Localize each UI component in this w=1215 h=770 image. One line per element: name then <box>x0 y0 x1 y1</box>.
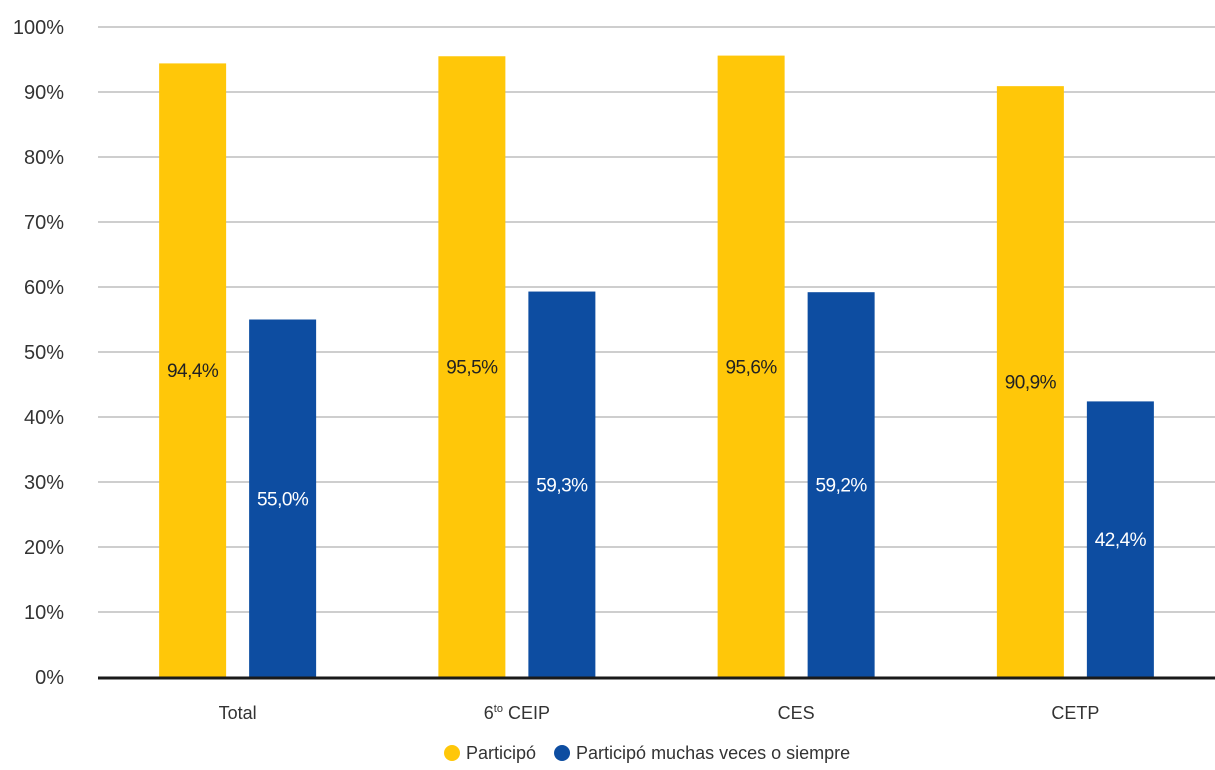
legend-marker <box>444 745 460 761</box>
data-label: 42,4% <box>1095 530 1147 551</box>
data-label: 59,2% <box>815 476 867 497</box>
bar-participo-muchas-veces <box>249 319 317 677</box>
data-label: 94,4% <box>167 361 219 382</box>
bar-participo <box>159 63 227 677</box>
data-label: 95,5% <box>446 358 498 379</box>
legend-label: Participó <box>466 743 536 763</box>
y-tick-label: 40% <box>24 407 64 429</box>
bar-participo <box>996 86 1064 677</box>
x-tick-label: 6to CEIP <box>484 703 550 723</box>
y-tick-label: 70% <box>24 212 64 234</box>
data-label: 55,0% <box>257 489 309 510</box>
x-tick-label: CES <box>778 703 815 723</box>
x-tick-label-main: CETP <box>1051 703 1099 723</box>
bar-participo <box>438 56 506 677</box>
legend-marker <box>554 745 571 761</box>
legend: Participó Participó muchas veces o siempr… <box>444 743 850 763</box>
data-label: 59,3% <box>536 475 588 496</box>
y-tick-label: 50% <box>24 342 64 364</box>
y-tick-label: 80% <box>24 147 64 169</box>
y-axis-tick-labels: 0% 10% 20% 30% 40% 50% 60% 70% 80% 90% 100% <box>13 17 64 689</box>
bar-participo-muchas-veces <box>807 292 875 677</box>
data-label: 95,6% <box>725 357 777 378</box>
x-tick-label-superscript: to <box>494 703 503 715</box>
x-tick-label: CETP <box>1051 703 1099 723</box>
bar-participo <box>717 55 785 678</box>
x-tick-label-main: Total <box>219 703 257 723</box>
y-tick-label: 100% <box>13 17 64 39</box>
x-tick-label-main: 6 <box>484 703 494 723</box>
x-tick-label-rest: CEIP <box>503 703 550 723</box>
y-tick-label: 30% <box>24 472 64 494</box>
data-label: 90,9% <box>1005 373 1057 394</box>
x-tick-label: Total <box>219 703 257 723</box>
y-tick-label: 90% <box>24 82 64 104</box>
bar-participo-muchas-veces <box>528 291 596 677</box>
value-labels: 94,4% 55,0% 95,5% 59,3% 95,6% 59,2% 90,9% 42,4% <box>167 357 1147 551</box>
legend-label: Participó muchas veces o siempre <box>576 743 850 763</box>
y-tick-label: 0% <box>35 667 64 689</box>
bar-participo-muchas-veces <box>1086 401 1154 677</box>
y-tick-label: 60% <box>24 277 64 299</box>
y-tick-label: 20% <box>24 537 64 559</box>
x-tick-label-main: CES <box>778 703 815 723</box>
y-tick-label: 10% <box>24 602 64 624</box>
x-axis-category-labels: Total 6to CEIP CES CETP <box>219 703 1100 723</box>
bars <box>159 55 1154 678</box>
